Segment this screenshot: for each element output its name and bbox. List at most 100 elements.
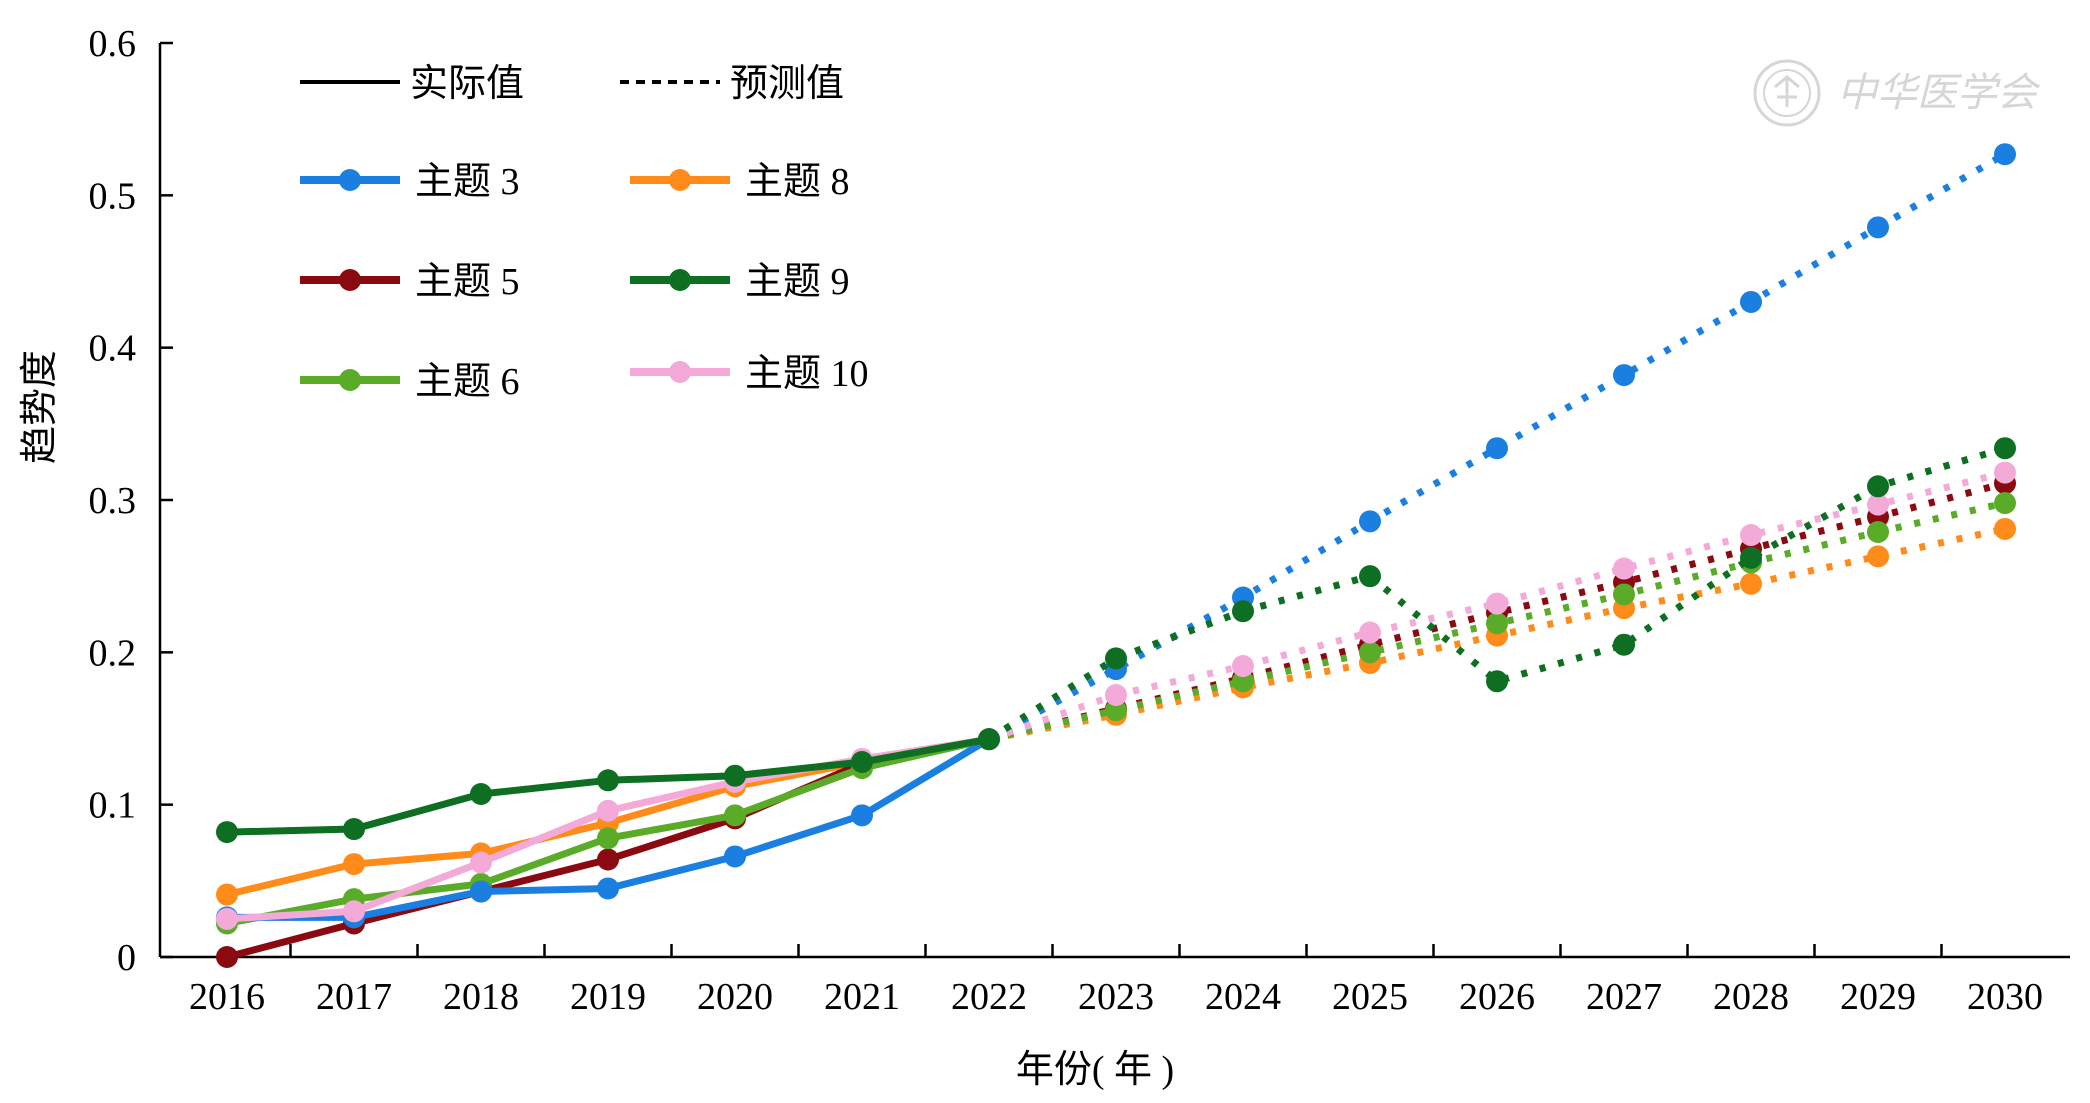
data-point (470, 880, 492, 903)
y-tick-label: 0.1 (89, 785, 137, 827)
y-axis-title: 趋势度 (19, 350, 61, 464)
data-point (978, 728, 1000, 751)
series-主题-9 (216, 437, 2016, 844)
data-point (1867, 493, 1889, 516)
data-point (343, 853, 365, 876)
data-point (1359, 565, 1381, 588)
data-point (724, 804, 746, 827)
data-point (724, 845, 746, 868)
x-tick-label: 2023 (1078, 976, 1154, 1018)
data-point (1105, 699, 1127, 722)
legend-series-marker (339, 169, 361, 191)
data-point (597, 848, 619, 871)
data-point (597, 827, 619, 850)
data-point (343, 900, 365, 923)
data-point (1994, 461, 2016, 484)
data-point (1359, 641, 1381, 664)
x-axis-ticks: 2016 2017 2018 2019 2020 2021 2022 2023 2024 2025… (189, 944, 2043, 1018)
data-point (1232, 670, 1254, 693)
legend-series-label: 主题 6 (415, 361, 520, 403)
x-tick-label: 2022 (951, 976, 1027, 1018)
legend-style-label: 实际值 (410, 63, 524, 105)
data-point (1613, 583, 1635, 606)
x-tick-label: 2018 (443, 976, 519, 1018)
data-point (1867, 520, 1889, 543)
y-axis-ticks: 0 0.1 0.2 0.3 0.4 0.5 0.6 (89, 23, 173, 979)
x-tick-label: 2019 (570, 976, 646, 1018)
y-tick-label: 0.4 (89, 328, 137, 370)
forecast-line (987, 469, 2006, 743)
data-point (1359, 510, 1381, 533)
data-point (1994, 143, 2016, 166)
x-tick-label: 2021 (824, 976, 900, 1018)
x-tick-label: 2026 (1459, 976, 1535, 1018)
x-tick-label: 2030 (1967, 976, 2043, 1018)
watermark: 中华医学会 (1753, 59, 2041, 127)
legend-style-label: 预测值 (730, 63, 844, 105)
data-point (1994, 492, 2016, 515)
y-tick-label: 0.3 (89, 480, 137, 522)
society-seal-icon (1753, 59, 1821, 127)
x-tick-label: 2028 (1713, 976, 1789, 1018)
data-point (1994, 437, 2016, 460)
data-point (1105, 647, 1127, 670)
legend-series-marker (669, 169, 691, 191)
x-tick-label: 2029 (1840, 976, 1916, 1018)
series-layer (216, 143, 2016, 968)
legend-series-marker (339, 369, 361, 391)
data-point (1740, 524, 1762, 547)
legend-series-marker (669, 361, 691, 383)
x-tick-label: 2025 (1332, 976, 1408, 1018)
data-point (1613, 557, 1635, 580)
legend-series-label: 主题 5 (415, 261, 520, 303)
data-point (851, 804, 873, 827)
data-point (1486, 592, 1508, 615)
data-point (597, 769, 619, 792)
x-tick-label: 2016 (189, 976, 265, 1018)
legend-series-label: 主题 8 (745, 161, 850, 203)
y-tick-label: 0 (117, 937, 136, 979)
forecast-line (987, 444, 2007, 743)
data-point (1232, 655, 1254, 678)
data-point (1867, 475, 1889, 498)
data-point (1359, 621, 1381, 644)
data-point (597, 877, 619, 900)
x-tick-label: 2024 (1205, 976, 1281, 1018)
data-point (216, 907, 238, 930)
data-point (216, 946, 238, 968)
data-point (216, 883, 238, 906)
data-point (1740, 290, 1762, 313)
series-主题-10 (216, 461, 2016, 930)
legend-series-marker (339, 269, 361, 291)
legend-series-label: 主题 10 (745, 353, 869, 395)
data-point (851, 751, 873, 774)
data-point (1613, 364, 1635, 387)
data-point (1994, 517, 2016, 540)
x-tick-label: 2020 (697, 976, 773, 1018)
data-point (1867, 545, 1889, 568)
data-point (1867, 216, 1889, 239)
legend-series-label: 主题 9 (745, 261, 850, 303)
data-point (724, 764, 746, 787)
data-point (1613, 633, 1635, 656)
data-point (1486, 612, 1508, 635)
data-point (1232, 600, 1254, 623)
y-tick-label: 0.6 (89, 23, 137, 65)
legend-series-marker (669, 269, 691, 291)
data-point (343, 818, 365, 841)
data-point (1740, 546, 1762, 569)
data-point (1105, 683, 1127, 706)
data-point (470, 851, 492, 874)
data-point (216, 821, 238, 844)
data-point (597, 799, 619, 822)
forecast-line (988, 499, 2006, 743)
x-tick-label: 2017 (316, 976, 392, 1018)
y-tick-label: 0.2 (89, 632, 137, 674)
x-tick-label: 2027 (1586, 976, 1662, 1018)
data-point (1486, 670, 1508, 693)
y-tick-label: 0.5 (89, 175, 137, 217)
x-axis-title: 年份( 年 ) (1016, 1049, 1174, 1091)
data-point (1740, 572, 1762, 595)
